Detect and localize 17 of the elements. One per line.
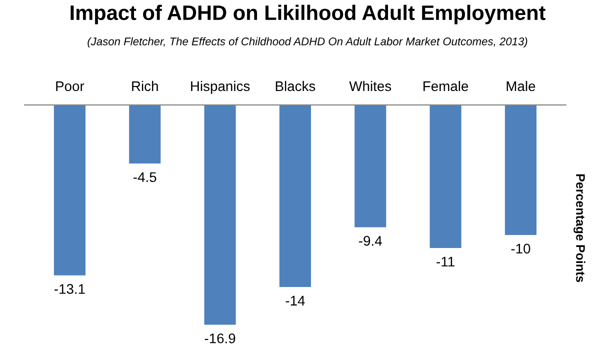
data-label: -9.4 — [359, 236, 382, 246]
data-label: -13.1 — [54, 284, 85, 294]
data-label: -16.9 — [204, 333, 236, 344]
x-tick-label: Hispanics — [191, 80, 250, 94]
data-label: -11 — [436, 256, 454, 266]
x-tick-label: Female — [424, 80, 468, 92]
x-tick-label: Poor — [56, 81, 84, 92]
x-tick-label: Blacks — [276, 80, 316, 92]
chart-title: Impact of ADHD on Likilhood Adult Employment — [70, 4, 546, 24]
data-label: -4.5 — [134, 172, 156, 182]
x-tick-label: Male — [506, 80, 536, 92]
data-label: -14 — [286, 296, 305, 306]
x-tick-label: Whites — [349, 80, 392, 92]
chart-subtitle: (Jason Fletcher, The Effects of Childhood ADHD On Adult Labor Market Outcomes, 2013) — [88, 37, 528, 48]
data-label: -10 — [511, 244, 530, 254]
x-tick-label: Rich — [132, 80, 158, 92]
y-axis-title: Percentage Points — [574, 174, 586, 282]
